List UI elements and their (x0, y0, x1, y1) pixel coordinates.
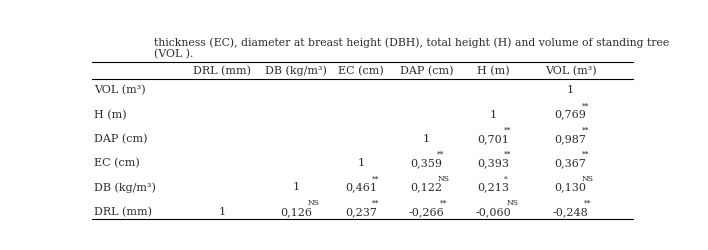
Text: 1: 1 (218, 207, 225, 217)
Text: 0,393: 0,393 (477, 158, 509, 168)
Text: NS: NS (438, 175, 450, 183)
Text: DB (kg/m³): DB (kg/m³) (266, 66, 327, 76)
Text: **: ** (581, 127, 589, 135)
Text: EC (cm): EC (cm) (94, 158, 139, 168)
Text: *: * (504, 175, 508, 183)
Text: DAP (cm): DAP (cm) (399, 66, 453, 76)
Text: NS: NS (581, 175, 593, 183)
Text: H (m): H (m) (94, 110, 127, 120)
Text: 0,987: 0,987 (554, 134, 586, 144)
Text: H (m): H (m) (476, 66, 509, 76)
Text: DAP (cm): DAP (cm) (94, 134, 147, 144)
Text: 0,122: 0,122 (411, 182, 442, 192)
Text: **: ** (504, 127, 511, 135)
Text: **: ** (438, 151, 445, 159)
Text: 0,461: 0,461 (346, 182, 377, 192)
Text: DB (kg/m³): DB (kg/m³) (94, 182, 156, 193)
Text: **: ** (372, 175, 379, 183)
Text: 1: 1 (567, 86, 574, 96)
Text: 0,701: 0,701 (477, 134, 509, 144)
Text: 1: 1 (489, 110, 496, 120)
Text: 0,130: 0,130 (554, 182, 586, 192)
Text: **: ** (504, 151, 511, 159)
Text: -0,060: -0,060 (475, 207, 511, 217)
Text: 0,213: 0,213 (477, 182, 509, 192)
Text: DRL (mm): DRL (mm) (94, 206, 152, 217)
Text: NS: NS (307, 200, 319, 207)
Text: **: ** (581, 151, 589, 159)
Text: 0,126: 0,126 (280, 207, 312, 217)
Text: 0,359: 0,359 (411, 158, 442, 168)
Text: (VOL ).: (VOL ). (154, 48, 194, 59)
Text: **: ** (440, 200, 447, 207)
Text: 0,237: 0,237 (346, 207, 377, 217)
Text: **: ** (581, 102, 589, 110)
Text: 0,367: 0,367 (554, 158, 586, 168)
Text: 1: 1 (358, 158, 365, 168)
Text: VOL (m³): VOL (m³) (94, 85, 146, 96)
Text: 0,769: 0,769 (554, 110, 586, 120)
Text: -0,266: -0,266 (409, 207, 445, 217)
Text: DRL (mm): DRL (mm) (193, 66, 251, 76)
Text: -0,248: -0,248 (553, 207, 588, 217)
Text: thickness (EC), diameter at breast height (DBH), total height (H) and volume of : thickness (EC), diameter at breast heigh… (154, 38, 670, 48)
Text: NS: NS (506, 200, 518, 207)
Text: VOL (m³): VOL (m³) (544, 66, 596, 76)
Text: 1: 1 (423, 134, 430, 144)
Text: 1: 1 (292, 182, 299, 192)
Text: EC (cm): EC (cm) (338, 66, 384, 76)
Text: **: ** (372, 200, 379, 207)
Text: **: ** (583, 200, 591, 207)
